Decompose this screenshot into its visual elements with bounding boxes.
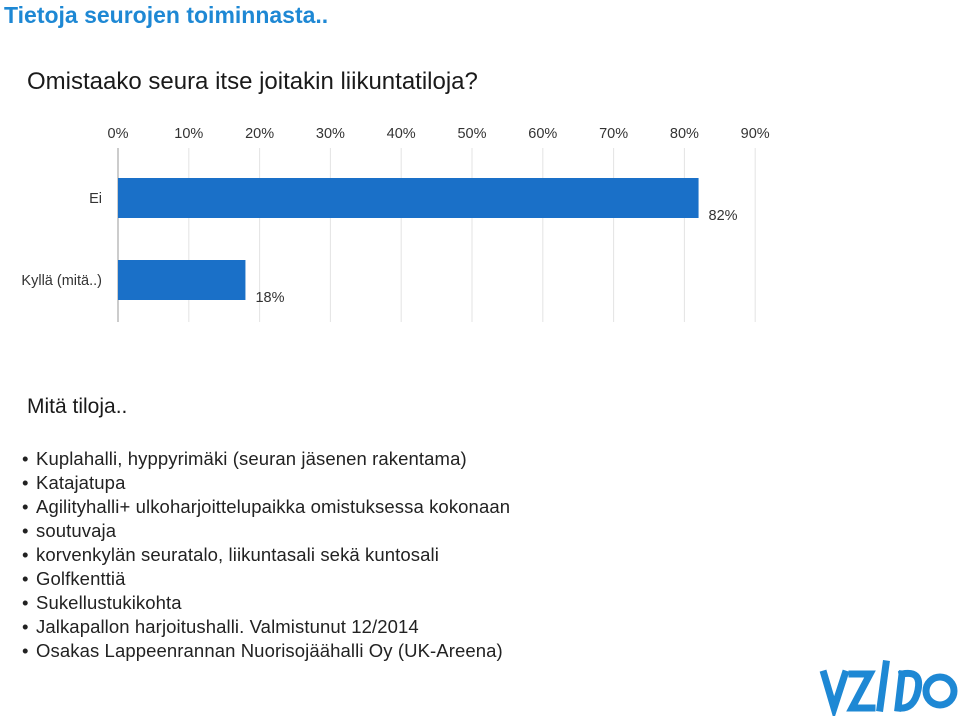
facility-item: Osakas Lappeenrannan Nuorisojäähalli Oy … [22, 639, 510, 663]
x-tick-label: 10% [174, 126, 203, 142]
x-tick-label: 20% [245, 126, 274, 142]
x-tick-label: 40% [387, 126, 416, 142]
x-tick-label: 70% [599, 126, 628, 142]
chart-question: Omistaako seura itse joitakin liikuntati… [27, 68, 478, 95]
category-label: Kyllä (mitä..) [21, 273, 102, 289]
x-tick-label: 60% [528, 126, 557, 142]
x-tick-label: 30% [316, 126, 345, 142]
x-tick-label: 80% [670, 126, 699, 142]
facility-item: Sukellustukikohta [22, 591, 510, 615]
facilities-subheading: Mitä tiloja.. [27, 395, 128, 418]
facility-item: soutuvaja [22, 519, 510, 543]
bar [118, 178, 699, 218]
x-tick-label: 0% [108, 126, 129, 142]
x-tick-label: 90% [741, 126, 770, 142]
valo-logo-icon [819, 660, 958, 716]
facility-item: Jalkapallon harjoitushalli. Valmistunut … [22, 615, 510, 639]
facility-item: Agilityhalli+ ulkoharjoittelupaikka omis… [22, 495, 510, 519]
facility-item: korvenkylän seuratalo, liikuntasali sekä… [22, 543, 510, 567]
bar-chart: 0% 10% 20% 30% 40% 50% 60% 70% 80% 90% Ei 82% Kyllä … [21, 126, 770, 322]
category-label: Ei [89, 191, 102, 207]
data-label: 82% [709, 208, 738, 224]
facility-item: Katajatupa [22, 471, 510, 495]
facility-item: Kuplahalli, hyppyrimäki (seuran jäsenen … [22, 447, 510, 471]
bar [118, 260, 246, 300]
facility-item: Golfkenttiä [22, 567, 510, 591]
facilities-list: Kuplahalli, hyppyrimäki (seuran jäsenen … [22, 447, 510, 663]
data-label: 18% [255, 290, 284, 306]
header-title: Tietoja seurojen toiminnasta.. [4, 2, 329, 28]
x-tick-label: 50% [457, 126, 486, 142]
